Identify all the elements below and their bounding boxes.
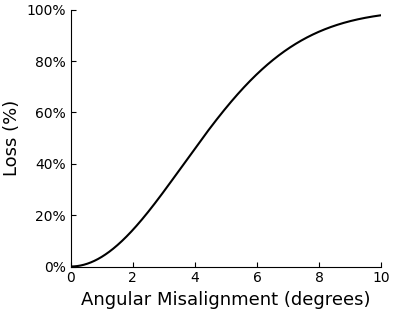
X-axis label: Angular Misalignment (degrees): Angular Misalignment (degrees) <box>81 291 371 309</box>
Y-axis label: Loss (%): Loss (%) <box>3 100 21 176</box>
